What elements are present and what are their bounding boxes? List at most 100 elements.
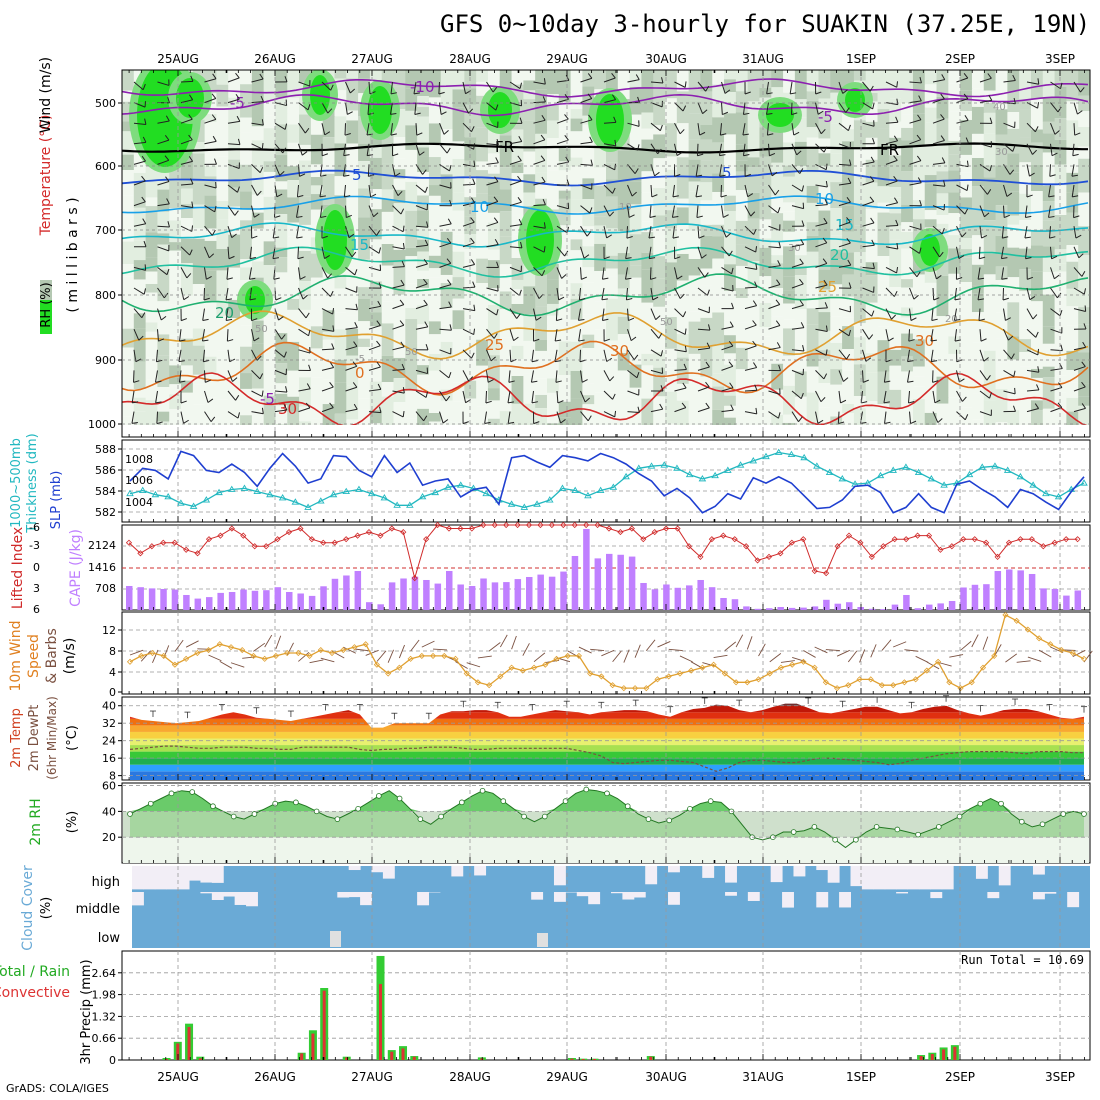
wind-barb-feather <box>299 173 306 177</box>
cloud-clear-segment <box>668 866 680 873</box>
wind-barb-feather <box>815 91 822 95</box>
thickness-point <box>444 483 452 490</box>
rh-cell <box>842 274 855 297</box>
wind-barb-feather <box>752 340 757 347</box>
wind-barb-feather <box>1057 292 1062 299</box>
wind10-barb <box>488 642 501 652</box>
wind-barb <box>509 246 522 249</box>
rh-very-high-area <box>368 86 392 134</box>
rh-cell <box>759 219 772 239</box>
wind-barb-feather <box>776 279 781 285</box>
cape-bar <box>800 607 807 610</box>
rh-cell <box>464 249 477 265</box>
li-point <box>343 536 350 543</box>
rh-cell <box>464 176 477 198</box>
wind-barb-feather <box>473 328 476 335</box>
rh-cell <box>688 275 702 288</box>
rh-cell <box>263 89 277 102</box>
rh-cell <box>665 156 678 170</box>
cloud-clear-segment <box>223 892 236 897</box>
wind-barb <box>1026 81 1039 85</box>
rh-cell <box>971 312 985 343</box>
rh-point <box>479 787 486 794</box>
rh-cell <box>617 274 631 289</box>
rh-cell <box>511 173 524 206</box>
wind-barb-feather <box>273 277 280 280</box>
wind-barb <box>601 267 605 280</box>
wind-barb-feather <box>165 115 170 122</box>
wind-barb <box>415 184 426 193</box>
rh-cell <box>1078 383 1090 397</box>
wind-barb <box>533 139 545 145</box>
rh-cell <box>487 400 501 419</box>
wind-barb <box>251 164 261 174</box>
wind10-speed-point <box>575 652 583 659</box>
rh-cell <box>204 270 218 301</box>
li-point <box>708 536 715 543</box>
rh-cell <box>546 94 560 105</box>
wind-barb <box>580 267 582 280</box>
wind-barb <box>157 181 170 186</box>
rh-cell <box>169 208 182 221</box>
wind-barb-feather <box>825 180 828 188</box>
rh-cell <box>629 364 643 374</box>
rh-cell <box>192 142 206 154</box>
y-tick-label: 588 <box>95 443 116 456</box>
wind-barb-feather <box>308 329 311 336</box>
rh-cell <box>452 210 465 235</box>
wind10-speed-point <box>598 673 605 680</box>
rh-cell <box>204 356 218 375</box>
rh-cell <box>570 166 583 187</box>
wind-barb <box>838 308 851 313</box>
wind10-speed-point <box>1058 647 1065 654</box>
rh-cell <box>735 347 749 370</box>
wind-barb-feather <box>237 186 240 193</box>
rh-cell <box>700 285 713 318</box>
rh-cell <box>1007 302 1020 337</box>
cloud-clear-segment <box>998 866 1011 886</box>
wind-barb-feather <box>329 382 334 388</box>
wind-barb-feather <box>156 359 163 363</box>
wind-barb <box>1048 184 1051 197</box>
wind10-speed-point <box>373 661 380 668</box>
wind10-barb <box>466 662 481 668</box>
rh-cell <box>405 110 418 126</box>
wind-barb <box>862 180 875 186</box>
wind-barb-feather <box>587 73 593 79</box>
wind-barb-feather <box>355 303 358 310</box>
wind-barb <box>462 143 474 150</box>
rh-cell <box>440 356 454 376</box>
rh-area-mid <box>130 811 1084 838</box>
rh-cell <box>393 137 406 159</box>
rh-cell <box>724 264 737 291</box>
thickness-point <box>1080 479 1088 486</box>
rh-cell <box>358 378 371 399</box>
wind-barb <box>956 205 966 215</box>
wind-barb-feather <box>635 74 640 80</box>
wind-barb-feather <box>496 138 499 146</box>
rh-cell <box>818 210 831 240</box>
wind-barb <box>1050 246 1053 259</box>
rh-cell <box>546 279 560 304</box>
rh-cell <box>865 220 879 252</box>
rh-point <box>853 836 859 843</box>
rh-cell <box>629 397 643 425</box>
thickness-point <box>673 464 681 471</box>
wind-barb-feather <box>913 294 919 300</box>
rh-cell <box>240 164 253 192</box>
wind-barb <box>415 390 427 398</box>
rh-cell <box>735 415 749 425</box>
rh-cell <box>653 70 666 99</box>
wind-barb <box>533 101 546 104</box>
wind-barb-feather <box>778 412 781 419</box>
rh-cell <box>700 124 713 140</box>
wind-barb <box>392 411 404 418</box>
wind-barb-feather <box>657 148 662 155</box>
rh-cell <box>676 207 690 225</box>
wind-barb-feather <box>448 301 452 308</box>
rh-cell <box>1078 307 1090 325</box>
rh-cell <box>1030 191 1044 213</box>
wind-barb <box>1050 287 1058 299</box>
wind10-barb <box>836 649 850 657</box>
wind-barb-feather <box>332 308 335 315</box>
